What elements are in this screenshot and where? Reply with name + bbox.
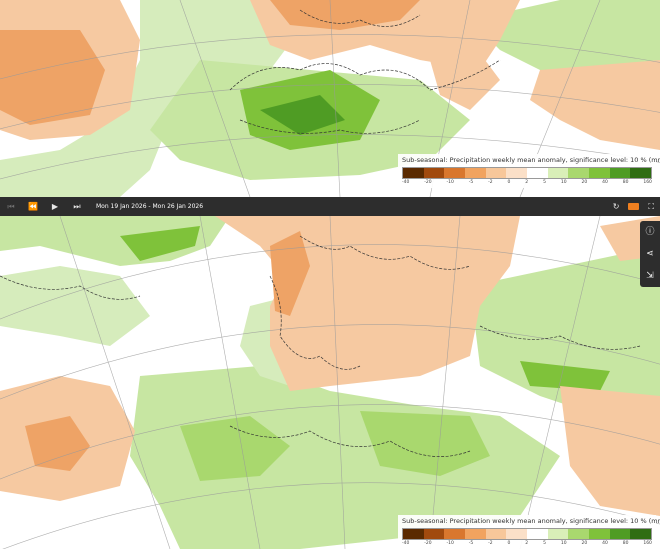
legend-top: Sub-seasonal: Precipitation weekly mean … <box>398 154 660 188</box>
legend-tick-label: -40 <box>402 180 410 185</box>
legend-tick-label: 2 <box>525 541 529 546</box>
precipitation-anomaly-map-top <box>0 0 660 197</box>
legend-swatch <box>609 168 631 178</box>
legend-tick-label: -2 <box>488 541 493 546</box>
legend-swatch <box>547 529 569 539</box>
legend-tick-label: 80 <box>622 541 629 546</box>
legend-swatch <box>444 168 466 178</box>
step-back-icon[interactable]: ⏪ <box>28 202 38 211</box>
legend-tick-label: 10 <box>560 541 567 546</box>
legend-tick-label: 20 <box>581 180 588 185</box>
legend-tick-label: 80 <box>622 180 629 185</box>
legend-tick-label: 160 <box>643 541 652 546</box>
legend-swatch <box>465 529 486 539</box>
legend-tick-label: -10 <box>446 180 454 185</box>
legend-swatches-bottom <box>402 528 652 540</box>
legend-swatch <box>506 529 528 539</box>
legend-tick-label: 10 <box>560 180 567 185</box>
legend-swatch <box>547 168 569 178</box>
legend-swatches <box>402 167 652 179</box>
map-bottom[interactable]: Sub-seasonal: Precipitation weekly mean … <box>0 216 660 549</box>
legend-tick-label: 5 <box>543 541 546 546</box>
legend-swatch <box>589 529 610 539</box>
legend-swatch <box>423 168 445 178</box>
date-range-label: Mon 19 Jan 2026 - Mon 26 Jan 2026 <box>96 203 204 210</box>
legend-tick-label: -20 <box>424 180 432 185</box>
legend-tick-label: 0 <box>507 541 511 546</box>
legend-swatch <box>403 168 424 178</box>
side-toolbar: ⓘ ⋖ ⇲ <box>640 221 660 287</box>
legend-tick-label: -5 <box>468 541 474 546</box>
legend-swatch <box>568 529 590 539</box>
legend-tick-label: -10 <box>446 541 454 546</box>
legend-ticks: -40 -20 -10 -5 -2 0 2 5 10 20 40 80 160 <box>402 180 652 185</box>
play-icon[interactable]: ▶ <box>51 202 59 211</box>
legend-swatch <box>485 529 507 539</box>
export-icon[interactable]: ⇲ <box>646 271 654 281</box>
legend-swatch <box>485 168 507 178</box>
legend-swatch <box>589 168 610 178</box>
legend-title: Sub-seasonal: Precipitation weekly mean … <box>402 156 660 164</box>
legend-tick-label: -5 <box>468 180 474 185</box>
legend-ticks-bottom: -40 -20 -10 -5 -2 0 2 5 10 20 40 80 160 <box>402 541 652 546</box>
map-top[interactable]: Sub-seasonal: Precipitation weekly mean … <box>0 0 660 197</box>
legend-swatch <box>568 168 590 178</box>
legend-swatch <box>506 168 528 178</box>
info-icon[interactable]: ⓘ <box>645 227 655 237</box>
animation-player-bar: ⏮ ⏪ ▶ ⏭ Mon 19 Jan 2026 - Mon 26 Jan 202… <box>0 197 660 216</box>
share-icon[interactable]: ⋖ <box>646 249 654 259</box>
step-forward-icon[interactable]: ⏭ <box>73 201 81 211</box>
legend-tick-label: -20 <box>424 541 432 546</box>
legend-swatch <box>527 529 548 539</box>
legend-tick-label: 2 <box>525 180 529 185</box>
legend-swatch <box>465 168 486 178</box>
legend-tick-label: 20 <box>581 541 588 546</box>
legend-swatch <box>527 168 548 178</box>
legend-swatch <box>609 529 631 539</box>
legend-swatch <box>444 529 466 539</box>
legend-swatch <box>403 529 424 539</box>
legend-title-bottom: Sub-seasonal: Precipitation weekly mean … <box>402 517 660 525</box>
skip-to-start-icon[interactable]: ⏮ <box>7 201 15 211</box>
legend-swatch <box>423 529 445 539</box>
speed-icon[interactable] <box>628 203 640 210</box>
legend-bottom: Sub-seasonal: Precipitation weekly mean … <box>398 515 660 549</box>
legend-tick-label: 0 <box>507 180 511 185</box>
legend-tick-label: 40 <box>602 541 608 546</box>
precipitation-anomaly-map-bottom <box>0 216 660 549</box>
legend-tick-label: 5 <box>543 180 546 185</box>
refresh-icon[interactable]: ↻ <box>612 202 620 211</box>
legend-swatch <box>630 529 652 539</box>
fullscreen-icon[interactable]: ⛶ <box>648 201 654 211</box>
legend-swatch <box>630 168 652 178</box>
legend-tick-label: 160 <box>643 180 652 185</box>
legend-tick-label: -40 <box>402 541 410 546</box>
legend-tick-label: 40 <box>602 180 608 185</box>
legend-tick-label: -2 <box>488 180 493 185</box>
